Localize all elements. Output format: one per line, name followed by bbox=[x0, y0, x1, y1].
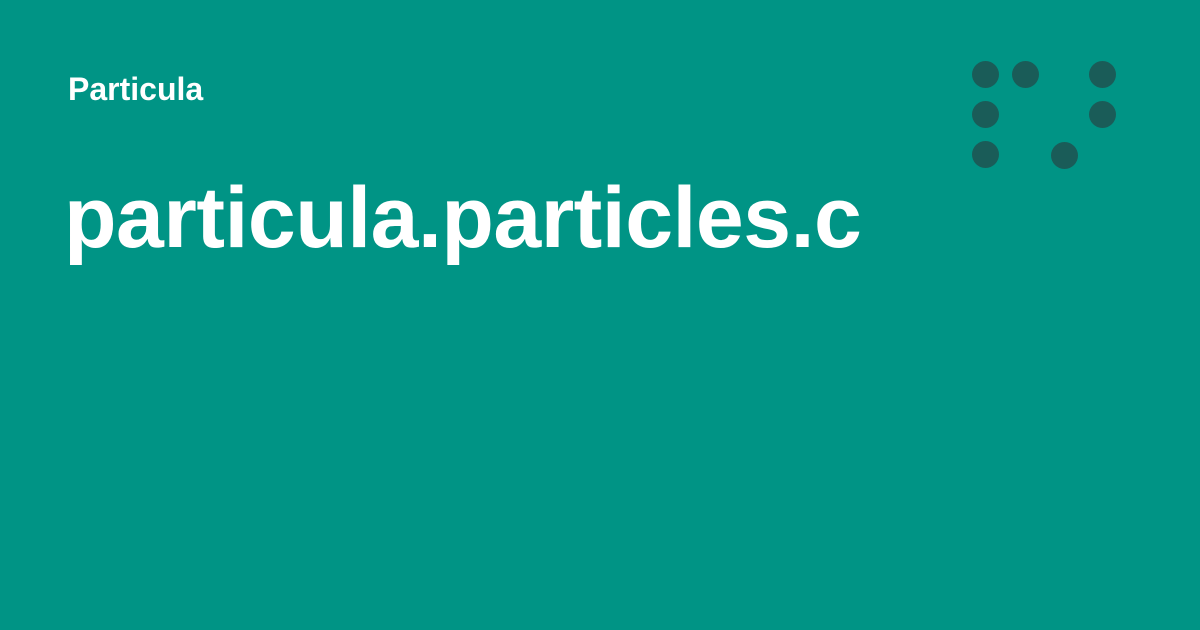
logo-dot bbox=[1089, 61, 1116, 88]
page-title: particula.particles.c bbox=[64, 170, 862, 266]
logo-dot bbox=[972, 101, 999, 128]
site-name: Particula bbox=[68, 71, 204, 107]
logo-dot bbox=[972, 61, 999, 88]
logo-dot bbox=[972, 141, 999, 168]
logo-dot bbox=[1012, 61, 1039, 88]
logo-dot bbox=[1089, 101, 1116, 128]
particula-dot-logo-icon bbox=[960, 50, 1140, 180]
logo-dot bbox=[1051, 142, 1078, 169]
